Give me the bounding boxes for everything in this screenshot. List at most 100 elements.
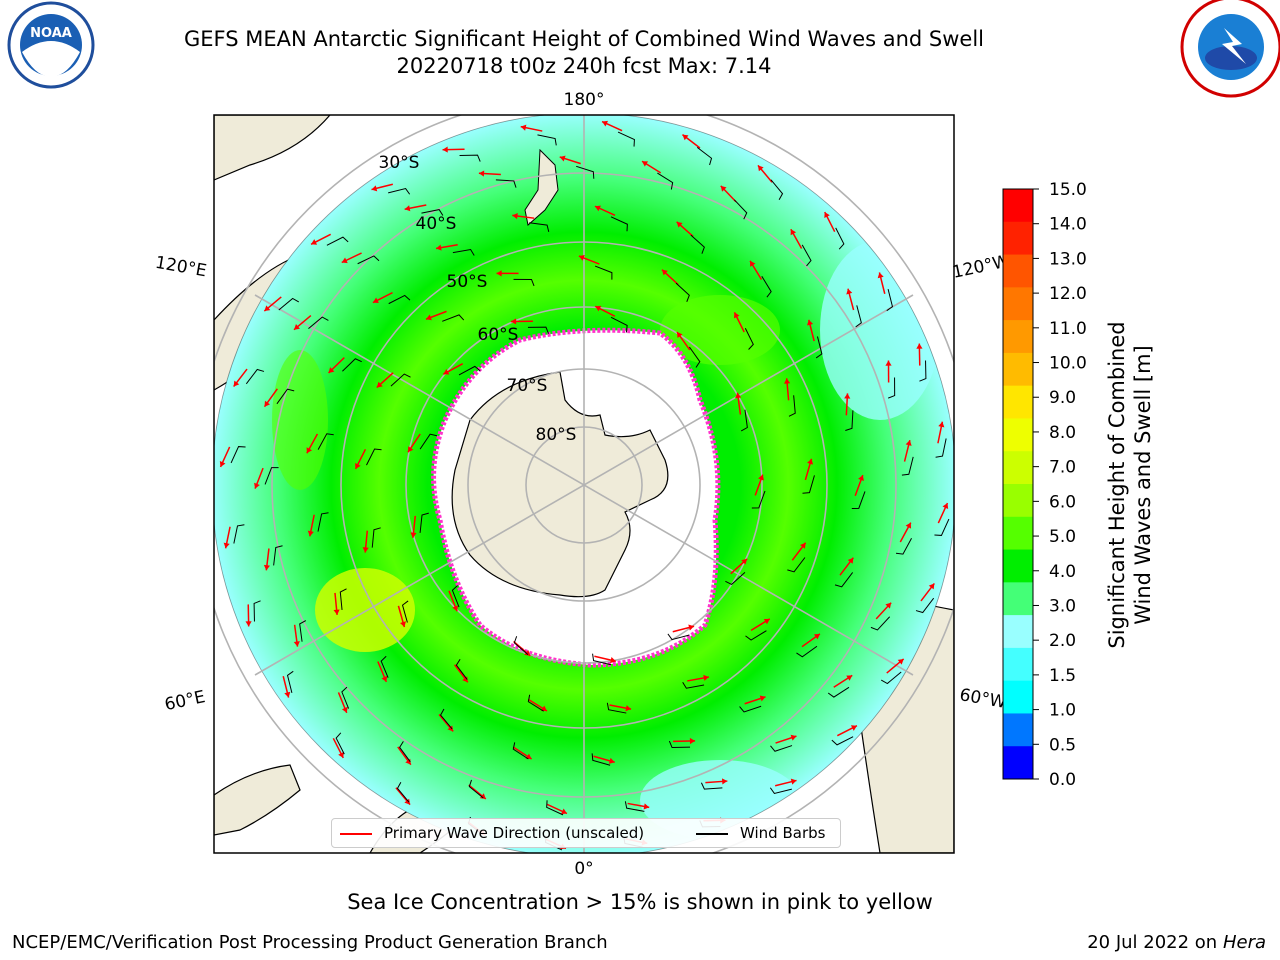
wind-barb (419, 433, 438, 450)
wind-barb (388, 294, 411, 305)
wave-direction-arrowhead (381, 675, 388, 682)
wave-direction-arrowhead (341, 706, 348, 713)
wave-direction-arrowhead (844, 393, 851, 399)
wind-barb (610, 216, 628, 232)
wave-direction-arrowhead (846, 288, 853, 295)
wind-barb (421, 209, 444, 216)
legend-label-primary-wave: Primary Wave Direction (unscaled) (384, 824, 645, 842)
wind-barb (689, 346, 701, 368)
wave-direction-arrowhead (447, 725, 454, 732)
sea-ice-caption: Sea Ice Concentration > 15% is shown in … (347, 890, 933, 914)
wave-direction-arrowhead (284, 691, 291, 698)
wind-barb (901, 456, 914, 476)
wind-barb (915, 597, 935, 614)
wave-direction-arrowhead (942, 503, 949, 510)
wave-direction-arrowhead (263, 564, 271, 571)
legend-swatch-red-line (340, 832, 372, 835)
wave-direction-arrowhead (371, 185, 378, 192)
wave-direction-arrowhead (362, 547, 369, 553)
colorbar-band (1003, 713, 1033, 747)
wave-direction-arrowhead (341, 257, 348, 264)
wind-barb (317, 433, 334, 450)
colorbar-tick-label: 6.0 (1049, 492, 1076, 512)
wave-direction-arrowhead (813, 633, 820, 640)
wind-barb (935, 438, 947, 458)
wave-direction-arrowhead (443, 369, 450, 375)
colorbar-band (1003, 680, 1033, 714)
wind-barb (529, 222, 550, 232)
wave-direction-arrowhead (784, 378, 791, 384)
wind-barb (278, 297, 300, 311)
wind-barb (733, 199, 748, 220)
wave-direction-arrowhead (478, 170, 485, 177)
wind-barb (513, 278, 535, 287)
wave-direction-arrowhead (328, 367, 335, 373)
colorbar-band (1003, 615, 1033, 649)
wave-direction-arrowhead (733, 312, 740, 319)
wind-barb (273, 545, 283, 566)
wind-barb (419, 512, 429, 533)
wind-barb (442, 314, 465, 322)
wind-barb (886, 289, 894, 312)
wave-direction-arrowhead (578, 255, 585, 261)
wave-direction-arrowhead (338, 751, 344, 758)
wind-barb (675, 282, 690, 302)
colorbar-band (1003, 451, 1033, 485)
wind-barb (439, 708, 453, 730)
wind-barb (388, 187, 411, 195)
colorbar-tick-label: 8.0 (1049, 423, 1076, 443)
colorbar: 15.0 14.0 13.0 12.0 11.0 10.0 9.0 8.0 7.0 6.0 5.0 4… (1002, 180, 1087, 790)
wave-direction-arrowhead (595, 305, 602, 312)
wind-barb (452, 248, 475, 256)
wave-direction-arrowhead (703, 674, 709, 681)
wave-direction-arrowhead (520, 124, 527, 131)
wind-barb (326, 236, 349, 246)
wind-barb (851, 491, 866, 509)
wave-direction-arrowhead (661, 269, 668, 276)
colorbar-tick-label: 4.0 (1049, 562, 1076, 582)
wave-direction-arrowhead (452, 605, 459, 612)
wave-direction-arrowhead (233, 380, 240, 387)
wave-direction-arrowhead (689, 737, 696, 745)
wave-direction-arrowhead (757, 165, 764, 172)
colorbar-band (1003, 549, 1033, 583)
wind-barb (512, 742, 529, 760)
wave-direction-arrowhead (759, 695, 766, 702)
wind-barb (308, 316, 329, 330)
wave-direction-arrowhead (625, 705, 632, 712)
wind-barb (690, 234, 705, 254)
colorbar-tick-label: 10.0 (1049, 354, 1087, 374)
colorbar-tick-label: 14.0 (1049, 215, 1087, 235)
wind-barb (342, 358, 362, 372)
wind-barb (253, 600, 261, 622)
wind-barb (594, 265, 613, 280)
colorbar-band (1003, 647, 1033, 682)
wind-barb (855, 305, 862, 328)
colorbar-frame (1002, 188, 1034, 780)
wave-direction-arrowhead (404, 798, 411, 805)
map-area (214, 115, 954, 853)
wave-direction-arrowhead (858, 475, 864, 482)
wind-barb (390, 373, 411, 387)
chart-subtitle: 20220718 t00z 240h fcst Max: 7.14 (396, 54, 772, 78)
wave-direction-arrowhead (790, 229, 797, 236)
wave-direction-arrowhead (410, 532, 417, 538)
wave-direction-arrowhead (561, 808, 567, 815)
wave-direction-arrowhead (905, 522, 912, 529)
wind-barb (700, 782, 723, 790)
wave-direction-arrowhead (916, 343, 923, 349)
wind-barb (299, 620, 307, 642)
lat-label-80s: 80°S (536, 425, 577, 445)
wave-direction-arrowhead (512, 212, 518, 220)
wind-barb (740, 409, 748, 432)
colorbar-band (1003, 287, 1033, 321)
wave-direction-arrowhead (807, 458, 814, 465)
wind-barb (870, 616, 891, 631)
colorbar-tick-label: 7.0 (1049, 458, 1076, 478)
wave-direction-arrowhead (372, 297, 379, 304)
lon-label-180: 180° (564, 90, 605, 110)
wind-barb (591, 753, 611, 766)
colorbar-band (1003, 385, 1033, 419)
wind-barb (745, 630, 767, 641)
